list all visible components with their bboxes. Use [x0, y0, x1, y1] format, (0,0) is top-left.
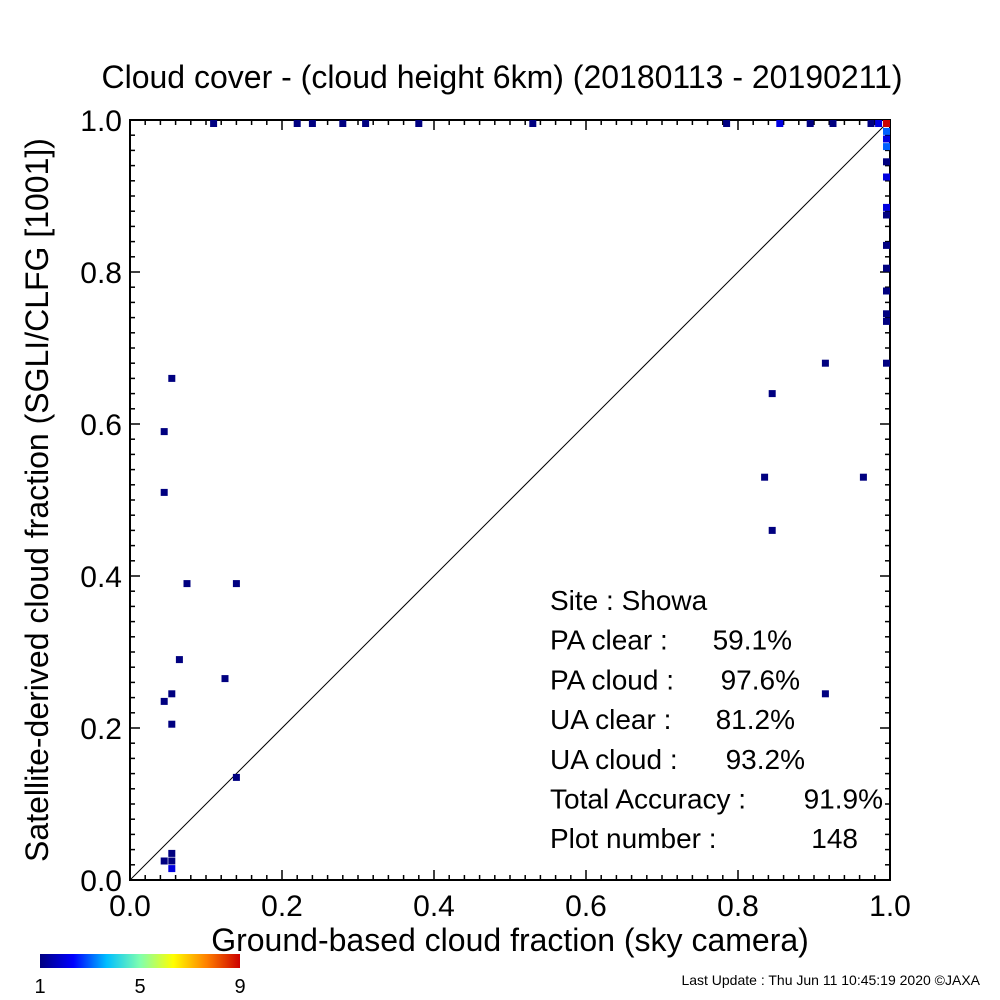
data-point	[883, 135, 890, 143]
data-point	[415, 120, 423, 127]
x-tick-label: 0.2	[261, 890, 303, 923]
data-point	[821, 359, 829, 367]
data-point	[883, 310, 890, 318]
stat-label: Total Accuracy :	[550, 784, 746, 815]
data-point	[883, 203, 890, 211]
data-point	[883, 359, 890, 367]
x-tick-label: 1.0	[869, 890, 911, 923]
data-point	[761, 473, 769, 481]
data-point	[168, 857, 176, 865]
axis-ticks	[129, 119, 891, 881]
data-point	[875, 120, 883, 127]
data-point	[723, 120, 731, 127]
data-points	[160, 120, 890, 873]
stats-panel: Site : Showa PA clear : 59.1% PA cloud : 97.…	[550, 585, 883, 854]
stat-label: PA clear :	[550, 625, 668, 656]
data-point	[883, 211, 890, 219]
stat-label: UA cloud :	[550, 744, 678, 775]
colorbar: 1 5 9	[34, 954, 246, 998]
x-tick-label: 0.0	[109, 890, 151, 923]
data-point	[160, 488, 168, 496]
data-point	[883, 173, 890, 181]
data-point	[883, 143, 890, 151]
colorbar-gradient	[40, 954, 240, 968]
data-point	[768, 390, 776, 398]
x-tick-label: 0.8	[717, 890, 759, 923]
data-point	[232, 773, 240, 781]
data-point	[221, 675, 229, 683]
x-tick-label: 0.6	[565, 890, 607, 923]
data-point	[821, 690, 829, 698]
data-point	[168, 374, 176, 382]
y-tick-label: 0.2	[80, 713, 122, 746]
stat-value: 91.9%	[804, 784, 883, 815]
y-tick-label: 0.8	[80, 257, 122, 290]
stat-label: PA cloud :	[550, 664, 674, 695]
data-point	[175, 656, 183, 664]
y-tick-label: 0.4	[80, 561, 122, 594]
y-tick-label: 0.6	[80, 409, 122, 442]
data-point	[829, 120, 837, 127]
data-point	[883, 120, 890, 127]
data-point	[529, 120, 537, 127]
data-point	[160, 428, 168, 436]
stat-value: 59.1%	[713, 625, 792, 656]
data-point	[160, 857, 168, 865]
colorbar-tick-label: 5	[134, 976, 145, 998]
chart-title: Cloud cover - (cloud height 6km) (201801…	[101, 59, 902, 95]
data-point	[210, 120, 218, 127]
last-update-text: Last Update : Thu Jun 11 10:45:19 2020 ©…	[681, 972, 980, 988]
stat-value: 93.2%	[726, 744, 805, 775]
stat-value: 81.2%	[716, 704, 795, 735]
data-point	[168, 849, 176, 857]
stat-label: UA clear :	[550, 704, 671, 735]
data-point	[168, 720, 176, 728]
data-point	[776, 120, 784, 127]
data-point	[168, 690, 176, 698]
data-point	[883, 287, 890, 295]
data-point	[806, 120, 814, 127]
data-point	[867, 120, 875, 127]
tick-labels: 0.0 0.2 0.4 0.6 0.8 1.0 0.0 0.2 0.4 0.6 0.8 1.0	[80, 105, 911, 923]
colorbar-tick-label: 1	[34, 976, 45, 998]
identity-line	[129, 119, 891, 881]
y-tick-label: 0.0	[80, 865, 122, 898]
colorbar-tick-label: 9	[234, 976, 245, 998]
data-point	[859, 473, 867, 481]
data-point	[160, 697, 168, 705]
y-tick-label: 1.0	[80, 105, 122, 138]
y-axis-label: Satellite-derived cloud fraction (SGLI/C…	[19, 138, 55, 862]
data-point	[883, 127, 890, 135]
data-point	[308, 120, 316, 127]
data-point	[883, 158, 890, 166]
stat-value: 148	[811, 823, 858, 854]
data-point	[362, 120, 370, 127]
stat-label: Site : Showa	[550, 585, 708, 616]
data-point	[232, 580, 240, 588]
stat-value: 97.6%	[721, 664, 800, 695]
data-point	[183, 580, 191, 588]
data-point	[883, 317, 890, 325]
data-point	[768, 526, 776, 534]
stat-label: Plot number :	[550, 823, 717, 854]
data-point	[168, 865, 176, 873]
data-point	[339, 120, 347, 127]
data-point	[883, 264, 890, 272]
x-tick-label: 0.4	[413, 890, 455, 923]
data-point	[883, 241, 890, 249]
data-point	[293, 120, 301, 127]
x-axis-label: Ground-based cloud fraction (sky camera)	[211, 922, 809, 958]
